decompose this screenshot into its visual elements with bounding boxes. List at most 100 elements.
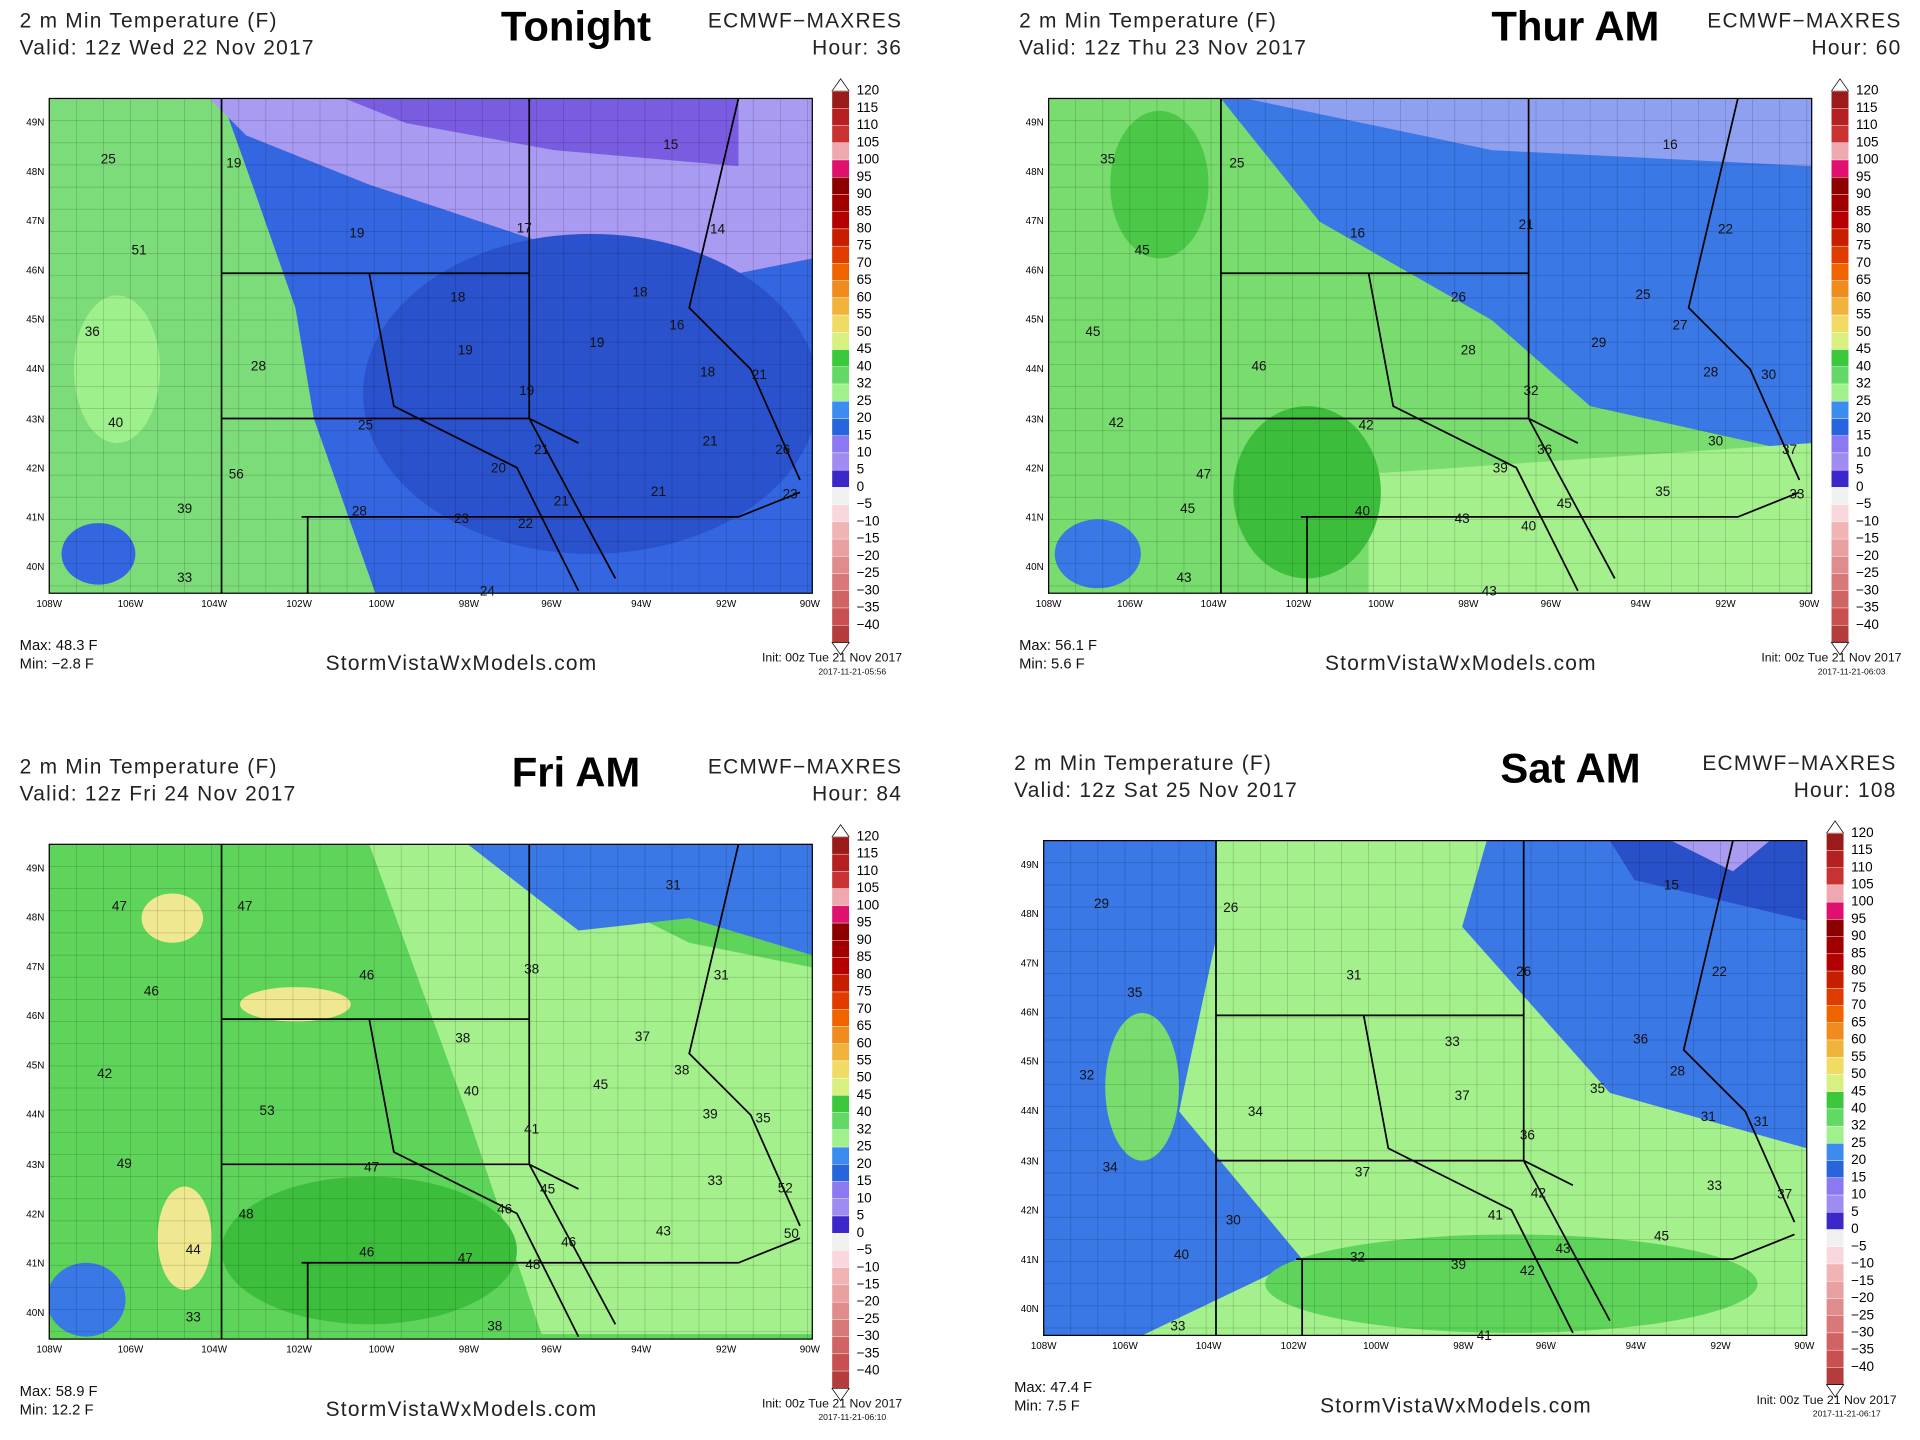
colorbar-label: 110 (1851, 859, 1873, 874)
colorbar-label: 115 (857, 846, 879, 861)
forecast-hour: Hour: 108 (1794, 779, 1897, 802)
point-temperature: 28 (352, 504, 367, 519)
point-temperature: 42 (1520, 1263, 1535, 1278)
colorbar-label: 45 (1856, 341, 1871, 356)
colorbar-label: 80 (1856, 221, 1871, 236)
point-temperature: 42 (1109, 415, 1124, 430)
point-temperature: 53 (260, 1103, 275, 1118)
temperature-area (1671, 840, 1770, 872)
point-temperature: 36 (1633, 1032, 1648, 1047)
colorbar-label: 40 (1856, 358, 1871, 373)
model-name: ECMWF−MAXRES (708, 756, 902, 779)
colorbar-label: −25 (857, 1311, 880, 1326)
point-temperature: 41 (1488, 1208, 1503, 1223)
colorbar-swatch (1826, 988, 1844, 1006)
colorbar-label: 65 (1856, 272, 1871, 287)
colorbar-swatch (1831, 538, 1849, 557)
latitude-label: 48N (1026, 167, 1044, 178)
point-temperature: 14 (710, 222, 726, 237)
longitude-label: 102W (286, 1345, 312, 1356)
colorbar-swatch (831, 211, 850, 230)
product-title: 2 m Min Temperature (F) (1019, 10, 1277, 33)
latitude-label: 46N (1021, 1008, 1039, 1019)
temperature-area (1105, 1012, 1180, 1161)
colorbar-swatch (831, 957, 850, 975)
point-temperature: 47 (112, 899, 127, 914)
colorbar-swatch (831, 1250, 850, 1268)
model-name: ECMWF−MAXRES (1702, 752, 1896, 775)
colorbar-label: 10 (857, 445, 872, 460)
colorbar-swatch (831, 991, 850, 1010)
colorbar-swatch (1831, 573, 1849, 591)
point-temperature: 31 (1346, 968, 1361, 983)
colorbar-arrow-bottom (1830, 642, 1850, 656)
point-temperature: 19 (349, 225, 364, 240)
latitude-label: 44N (26, 364, 44, 375)
colorbar-swatch (831, 349, 850, 367)
point-temperature: 26 (1451, 289, 1466, 304)
colorbar-label: 80 (1851, 963, 1866, 978)
point-temperature: 18 (632, 285, 647, 300)
colorbar-label: 50 (857, 324, 872, 339)
point-temperature: 27 (1672, 318, 1687, 333)
colorbar-label: 70 (1851, 997, 1866, 1012)
forecast-hour: Hour: 60 (1812, 37, 1902, 60)
point-temperature: 25 (1229, 155, 1244, 170)
point-temperature: 30 (1226, 1213, 1241, 1228)
point-temperature: 34 (1103, 1160, 1119, 1175)
point-temperature: 36 (1520, 1128, 1535, 1143)
state-border (1367, 273, 1579, 592)
colorbar-label: 120 (1856, 83, 1879, 98)
longitude-label: 92W (1715, 599, 1736, 610)
longitude-label: 94W (631, 1345, 652, 1356)
longitude-label: 90W (800, 599, 821, 610)
colorbar-swatch (1831, 125, 1849, 143)
longitude-label: 108W (1036, 599, 1062, 610)
panel: 2 m Min Temperature (F) Valid: 12z Fri 24… (20, 748, 903, 1422)
temperature-area (49, 98, 376, 594)
colorbar-label: −40 (1856, 617, 1879, 632)
point-temperature: 25 (1636, 287, 1651, 302)
temperature-area (467, 844, 813, 956)
point-temperature: 24 (480, 584, 496, 599)
timestamp: 2017-11-21-06:17 (1813, 1408, 1881, 1418)
point-temperature: 42 (97, 1066, 112, 1081)
colorbar-label: 85 (857, 203, 872, 218)
point-temperature: 35 (756, 1110, 771, 1125)
latitude-label: 44N (26, 1110, 44, 1121)
point-temperature: 20 (491, 461, 506, 476)
max-value: Max: 47.4 F (1014, 1380, 1092, 1396)
colorbar-swatch (1826, 1194, 1844, 1213)
colorbar-label: 95 (857, 169, 872, 184)
colorbar-label: −10 (1851, 1256, 1874, 1271)
point-temperature: 28 (1703, 365, 1718, 380)
timestamp: 2017-11-21-06:10 (818, 1412, 886, 1422)
point-temperature: 37 (1355, 1165, 1370, 1180)
colorbar-swatch (1831, 314, 1849, 333)
point-temperature: 30 (1708, 433, 1723, 448)
point-temperature: 33 (1789, 486, 1804, 501)
point-temperature: 45 (1557, 496, 1572, 511)
point-temperature: 21 (651, 484, 666, 499)
colorbar-label: 20 (1851, 1152, 1866, 1167)
colorbar-swatch (1831, 418, 1849, 436)
colorbar-label: −20 (1856, 548, 1879, 563)
point-temperature: 45 (1180, 501, 1195, 516)
temperature-area (73, 295, 160, 444)
longitude-label: 96W (1541, 599, 1562, 610)
colorbar-swatch (831, 888, 850, 907)
colorbar-label: 115 (1856, 100, 1878, 115)
point-temperature: 19 (589, 335, 604, 350)
colorbar-label: 105 (857, 134, 880, 149)
point-temperature: 43 (1482, 584, 1497, 599)
point-temperature: 28 (1461, 342, 1476, 357)
point-temperature: 38 (674, 1062, 689, 1077)
latitude-label: 43N (26, 414, 44, 425)
valid-time: Valid: 12z Thu 23 Nov 2017 (1019, 37, 1307, 60)
colorbar-label: 15 (857, 1173, 872, 1188)
point-temperature: 36 (1537, 442, 1552, 457)
colorbar-swatch (1826, 1229, 1844, 1247)
point-temperature: 19 (458, 342, 473, 357)
colorbar-label: −5 (1856, 496, 1871, 511)
point-temperature: 33 (1445, 1034, 1460, 1049)
